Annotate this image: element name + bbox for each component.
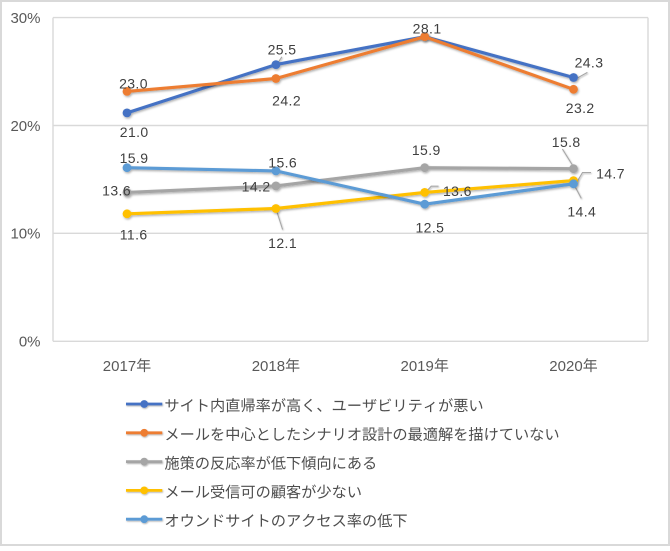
- svg-text:25.5: 25.5: [268, 41, 297, 57]
- svg-text:14.2: 14.2: [242, 178, 271, 194]
- svg-text:2017: 2017: [103, 358, 136, 375]
- svg-text:2020: 2020: [549, 358, 582, 375]
- svg-text:12.5: 12.5: [415, 220, 444, 236]
- svg-text:14.4: 14.4: [567, 204, 596, 220]
- svg-text:21.0: 21.0: [120, 124, 149, 140]
- svg-text:11.6: 11.6: [120, 227, 148, 243]
- svg-text:12.1: 12.1: [268, 235, 297, 251]
- svg-text:24.2: 24.2: [272, 93, 301, 109]
- svg-text:24.3: 24.3: [575, 55, 604, 71]
- svg-text:15.8: 15.8: [552, 134, 581, 150]
- svg-text:15.9: 15.9: [120, 150, 149, 166]
- svg-text:30%: 30%: [10, 10, 40, 27]
- svg-text:15.6: 15.6: [268, 155, 297, 171]
- svg-text:2018: 2018: [252, 358, 285, 375]
- svg-text:2019: 2019: [401, 358, 434, 375]
- svg-text:13.6: 13.6: [102, 182, 131, 198]
- svg-text:13.6: 13.6: [443, 183, 472, 199]
- svg-text:28.1: 28.1: [413, 20, 442, 36]
- svg-text:15.9: 15.9: [412, 142, 441, 158]
- svg-text:23.0: 23.0: [119, 76, 148, 92]
- svg-text:0%: 0%: [19, 334, 41, 351]
- svg-text:14.7: 14.7: [596, 165, 625, 181]
- svg-text:10%: 10%: [10, 226, 40, 243]
- svg-text:23.2: 23.2: [566, 100, 595, 116]
- svg-text:20%: 20%: [10, 118, 40, 135]
